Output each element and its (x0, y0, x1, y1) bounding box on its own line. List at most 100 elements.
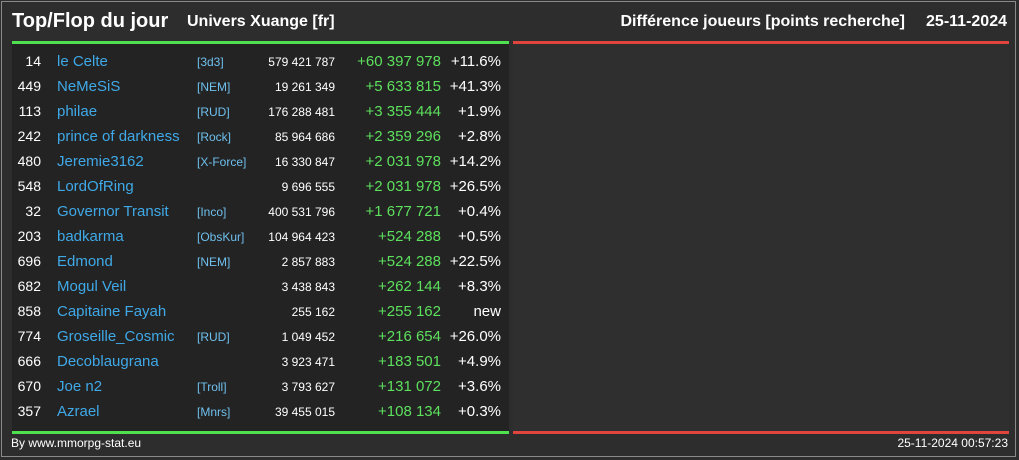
top-players-panel: 14 le Celte [3d3] 579 421 787 +60 397 978 +11… (12, 44, 509, 431)
points-cell: 9 696 555 (281, 180, 335, 194)
alliance-tag-link[interactable]: [Inco] (197, 205, 227, 219)
table-row: 242 prince of darkness [Rock] 85 964 686 +2 … (12, 125, 509, 150)
percent-cell: +0.5% (458, 228, 501, 245)
points-cell: 104 964 423 (268, 230, 335, 244)
percent-cell: +8.3% (458, 278, 501, 295)
rank-cell: 858 (17, 303, 41, 319)
points-cell: 19 261 349 (274, 80, 335, 94)
percent-cell: +0.3% (458, 403, 501, 420)
diff-cell: +2 031 978 (365, 153, 442, 170)
alliance-tag-link[interactable]: [ObsKur] (197, 230, 245, 244)
points-cell: 39 455 015 (274, 405, 335, 419)
player-name-link[interactable]: Groseille_Cosmic (57, 328, 175, 345)
diff-cell: +108 134 (378, 403, 441, 420)
diff-cell: +255 162 (378, 303, 441, 320)
rank-cell: 449 (17, 78, 41, 94)
rank-cell: 548 (17, 178, 41, 194)
player-name-link[interactable]: philae (57, 103, 98, 120)
points-cell: 400 531 796 (268, 205, 335, 219)
top-divider-green (12, 41, 509, 44)
diff-cell: +183 501 (378, 353, 441, 370)
table-row: 666 Decoblaugrana 3 923 471 +183 501 +4.9% (12, 350, 509, 375)
table-row: 858 Capitaine Fayah 255 162 +255 162 new (12, 300, 509, 325)
percent-cell: new (473, 303, 501, 320)
rank-cell: 774 (17, 328, 41, 344)
percent-cell: +41.3% (449, 78, 501, 95)
player-name-link[interactable]: LordOfRing (57, 178, 134, 195)
percent-cell: +0.4% (458, 203, 501, 220)
date-label: 25-11-2024 (926, 13, 1007, 30)
table-row: 14 le Celte [3d3] 579 421 787 +60 397 978 +11… (12, 50, 509, 75)
points-cell: 2 857 883 (281, 255, 335, 269)
points-cell: 3 923 471 (281, 355, 335, 369)
rank-cell: 357 (17, 403, 41, 419)
rank-cell: 670 (17, 378, 41, 394)
points-cell: 1 049 452 (281, 330, 335, 344)
diff-cell: +216 654 (378, 328, 441, 345)
alliance-tag-link[interactable]: [Mnrs] (197, 405, 231, 419)
player-name-link[interactable]: le Celte (57, 53, 108, 70)
diff-cell: +2 359 296 (365, 128, 442, 145)
universe-label: Univers Xuange [fr] (187, 13, 335, 30)
diff-cell: +131 072 (378, 378, 441, 395)
player-name-link[interactable]: Joe n2 (57, 378, 103, 395)
percent-cell: +22.5% (449, 253, 501, 270)
rank-cell: 32 (25, 203, 41, 219)
alliance-tag-link[interactable]: [NEM] (197, 255, 231, 269)
table-row: 480 Jeremie3162 [X-Force] 16 330 847 +2 031 … (12, 150, 509, 175)
flop-players-panel (513, 44, 1009, 431)
generated-timestamp: 25-11-2024 00:57:23 (897, 436, 1008, 450)
table-row: 670 Joe n2 [Troll] 3 793 627 +131 072 +3.6% (12, 375, 509, 400)
alliance-tag-link[interactable]: [X-Force] (197, 155, 247, 169)
player-name-link[interactable]: prince of darkness (57, 128, 180, 145)
top-players-list: 14 le Celte [3d3] 579 421 787 +60 397 978 +11… (12, 50, 509, 425)
rank-cell: 203 (17, 228, 41, 244)
player-name-link[interactable]: NeMeSiS (57, 78, 121, 95)
table-row: 774 Groseille_Cosmic [RUD] 1 049 452 +216 65… (12, 325, 509, 350)
table-row: 449 NeMeSiS [NEM] 19 261 349 +5 633 815 +41.3… (12, 75, 509, 100)
points-cell: 3 793 627 (281, 380, 335, 394)
diff-cell: +2 031 978 (365, 178, 442, 195)
diff-cell: +3 355 444 (365, 103, 442, 120)
rank-cell: 666 (17, 353, 41, 369)
percent-cell: +4.9% (458, 353, 501, 370)
player-name-link[interactable]: Edmond (57, 253, 113, 270)
player-name-link[interactable]: Azrael (57, 403, 100, 420)
player-name-link[interactable]: Capitaine Fayah (57, 303, 167, 320)
percent-cell: +14.2% (449, 153, 501, 170)
top-divider-red (513, 41, 1009, 44)
player-name-link[interactable]: Mogul Veil (57, 278, 127, 295)
table-row: 357 Azrael [Mnrs] 39 455 015 +108 134 +0.3% (12, 400, 509, 425)
percent-cell: +26.5% (449, 178, 501, 195)
diff-cell: +262 144 (378, 278, 441, 295)
percent-cell: +26.0% (449, 328, 501, 345)
table-row: 32 Governor Transit [Inco] 400 531 796 +1 67… (12, 200, 509, 225)
points-cell: 3 438 843 (281, 280, 335, 294)
header: Top/Flop du jour Univers Xuange [fr] Dif… (2, 2, 1015, 42)
table-row: 548 LordOfRing 9 696 555 +2 031 978 +26.5% (12, 175, 509, 200)
rank-cell: 242 (17, 128, 41, 144)
alliance-tag-link[interactable]: [RUD] (197, 330, 230, 344)
points-cell: 176 288 481 (268, 105, 335, 119)
diff-cell: +60 397 978 (357, 53, 441, 70)
player-name-link[interactable]: Jeremie3162 (57, 153, 144, 170)
alliance-tag-link[interactable]: [RUD] (197, 105, 230, 119)
player-name-link[interactable]: Decoblaugrana (57, 353, 159, 370)
diff-cell: +524 288 (378, 228, 441, 245)
diff-cell: +1 677 721 (365, 203, 442, 220)
alliance-tag-link[interactable]: [Troll] (197, 380, 227, 394)
player-name-link[interactable]: badkarma (57, 228, 124, 245)
alliance-tag-link[interactable]: [Rock] (197, 130, 232, 144)
player-name-link[interactable]: Governor Transit (57, 203, 169, 220)
alliance-tag-link[interactable]: [NEM] (197, 80, 231, 94)
table-row: 113 philae [RUD] 176 288 481 +3 355 444 +1.9% (12, 100, 509, 125)
percent-cell: +2.8% (458, 128, 501, 145)
points-cell: 255 162 (291, 305, 335, 319)
bottom-divider-green (12, 431, 509, 434)
percent-cell: +1.9% (458, 103, 501, 120)
alliance-tag-link[interactable]: [3d3] (197, 55, 224, 69)
diff-cell: +5 633 815 (365, 78, 442, 95)
bottom-divider-red (513, 431, 1009, 434)
rank-cell: 14 (25, 53, 41, 69)
points-cell: 85 964 686 (274, 130, 335, 144)
